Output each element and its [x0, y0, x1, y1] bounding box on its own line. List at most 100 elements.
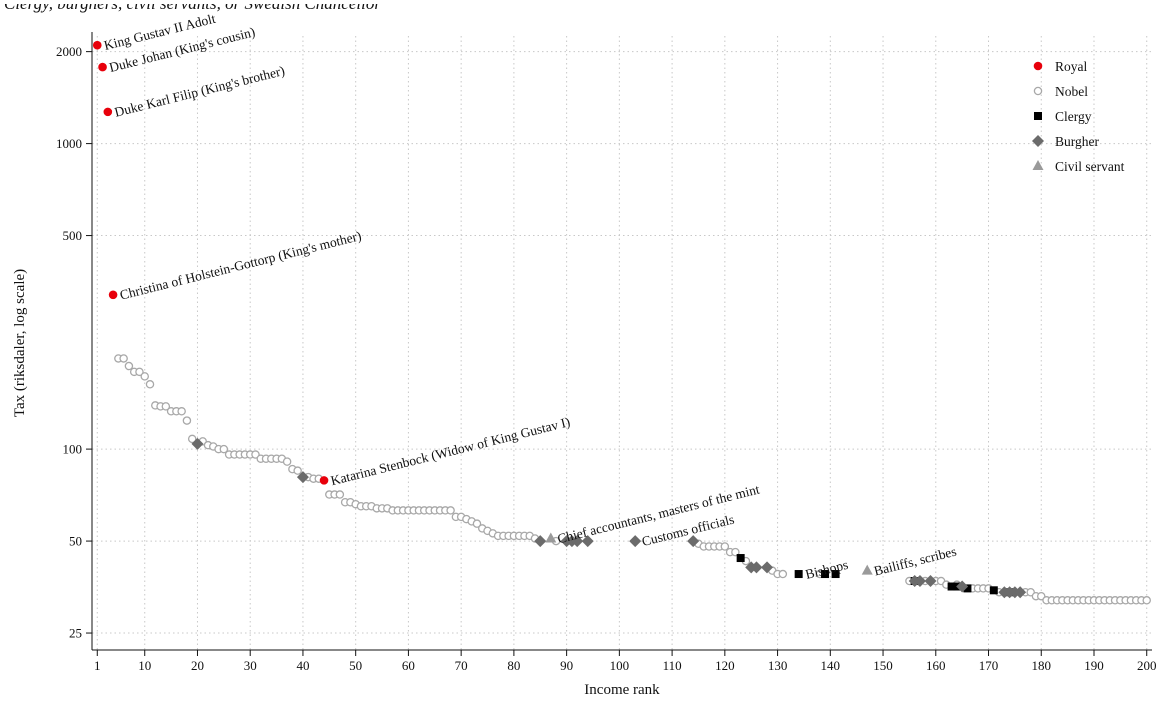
y-tick-label: 1000	[56, 136, 82, 151]
x-tick-label: 1	[94, 658, 101, 673]
legend-label: Civil servant	[1055, 159, 1125, 174]
x-tick-label: 60	[402, 658, 415, 673]
point-nobel	[177, 407, 186, 416]
point-nobel	[335, 490, 345, 499]
axes	[91, 32, 1152, 651]
point-clergy	[989, 586, 998, 595]
point-burgher	[1014, 586, 1027, 599]
point-nobel	[119, 354, 128, 363]
x-axis-label: Income rank	[584, 682, 660, 698]
point-burgher	[296, 471, 309, 484]
point-burgher	[750, 561, 763, 574]
point-burgher	[913, 575, 926, 588]
y-tick-label: 25	[69, 626, 82, 641]
legend-marker	[1032, 160, 1044, 170]
annotation-label: Bishops	[804, 557, 850, 582]
x-tick-label: 190	[1084, 658, 1104, 673]
legend-marker	[1034, 112, 1042, 120]
point-clergy	[831, 570, 840, 579]
point-burgher	[687, 535, 700, 548]
point-burgher	[581, 535, 594, 548]
x-tick-label: 100	[610, 658, 630, 673]
legend-label: Royal	[1055, 59, 1087, 74]
point-nobel	[161, 402, 171, 411]
x-tick-label: 90	[560, 658, 573, 673]
y-tick-label: 500	[63, 228, 83, 243]
point-clergy	[947, 582, 956, 591]
point-royal	[319, 476, 329, 485]
y-tick-label: 50	[69, 534, 82, 549]
annotation-label: Bailiffs, scribes	[872, 544, 958, 579]
x-tick-label: 150	[873, 658, 893, 673]
point-burgher	[571, 535, 584, 548]
point-civil-servant	[861, 564, 873, 575]
point-nobel	[446, 506, 455, 515]
y-tick-label: 100	[63, 442, 83, 457]
y-tick-label: 2000	[56, 44, 82, 59]
legend-label: Clergy	[1055, 109, 1092, 124]
point-burgher	[191, 437, 204, 450]
legend-label: Nobel	[1055, 84, 1088, 99]
legend-marker	[1032, 135, 1044, 147]
point-nobel	[731, 547, 740, 557]
point-clergy	[963, 584, 972, 593]
legend-marker	[1033, 86, 1043, 96]
x-tick-label: 80	[507, 658, 520, 673]
point-clergy	[821, 570, 830, 579]
point-clergy	[736, 554, 745, 563]
x-tick-label: 200	[1137, 658, 1157, 673]
annotation-label: Katarina Stenbock (Widow of King Gustav …	[329, 414, 571, 488]
point-nobel	[778, 569, 788, 579]
point-civil-servant	[545, 532, 557, 543]
x-tick-label: 30	[244, 658, 257, 673]
legend-marker	[1033, 61, 1043, 71]
point-nobel	[219, 444, 229, 454]
y-axis-ticks: 25 50 100 500 1000 2000	[56, 44, 92, 641]
point-royal	[108, 290, 118, 300]
point-nobel	[124, 361, 134, 371]
x-axis-ticks: 1 10 20 30 40 50 60 70 80 90 100 110 120 130 140 150 160…	[94, 650, 1156, 673]
x-tick-label: 180	[1032, 658, 1052, 673]
point-nobel	[135, 367, 144, 377]
point-nobel	[472, 519, 482, 528]
x-tick-label: 120	[715, 658, 735, 673]
legend-label: Burgher	[1055, 134, 1099, 149]
x-tick-label: 140	[821, 658, 841, 673]
point-burgher	[956, 580, 969, 593]
point-nobel	[145, 380, 155, 389]
point-nobel	[140, 372, 149, 381]
y-axis-label: Tax (riksdaler, log scale)	[12, 269, 28, 417]
point-nobel	[187, 434, 197, 444]
annotation-label: Duke Karl Filip (King's brother)	[113, 63, 286, 120]
x-tick-label: 40	[296, 658, 309, 673]
point-clergy	[794, 570, 803, 579]
legend: Royal Nobel Clergy Burgher Civil servant	[1032, 59, 1125, 174]
point-nobel	[282, 457, 292, 466]
point-nobel	[182, 416, 192, 425]
x-tick-label: 110	[663, 658, 682, 673]
cropped-headline: Clergy, burghers, civil servants, or Swe…	[4, 0, 381, 13]
point-burgher	[924, 575, 937, 588]
point-burgher	[534, 535, 547, 548]
point-burgher	[761, 561, 774, 574]
point-burgher	[629, 535, 642, 548]
point-nobel	[293, 466, 302, 475]
point-nobel	[720, 542, 730, 551]
x-tick-label: 50	[349, 658, 362, 673]
annotation-label: Christina of Holstein-Gottorp (King's mo…	[118, 228, 363, 303]
point-royal	[98, 62, 107, 72]
point-royal	[92, 40, 102, 50]
data-points	[92, 40, 1151, 605]
x-tick-label: 10	[138, 658, 151, 673]
x-tick-label: 20	[191, 658, 204, 673]
x-tick-label: 160	[926, 658, 946, 673]
x-tick-label: 70	[455, 658, 468, 673]
point-nobel	[1142, 596, 1151, 605]
x-tick-label: 130	[768, 658, 788, 673]
point-royal	[103, 107, 113, 117]
grid-lines	[92, 36, 1152, 650]
x-tick-label: 170	[979, 658, 999, 673]
